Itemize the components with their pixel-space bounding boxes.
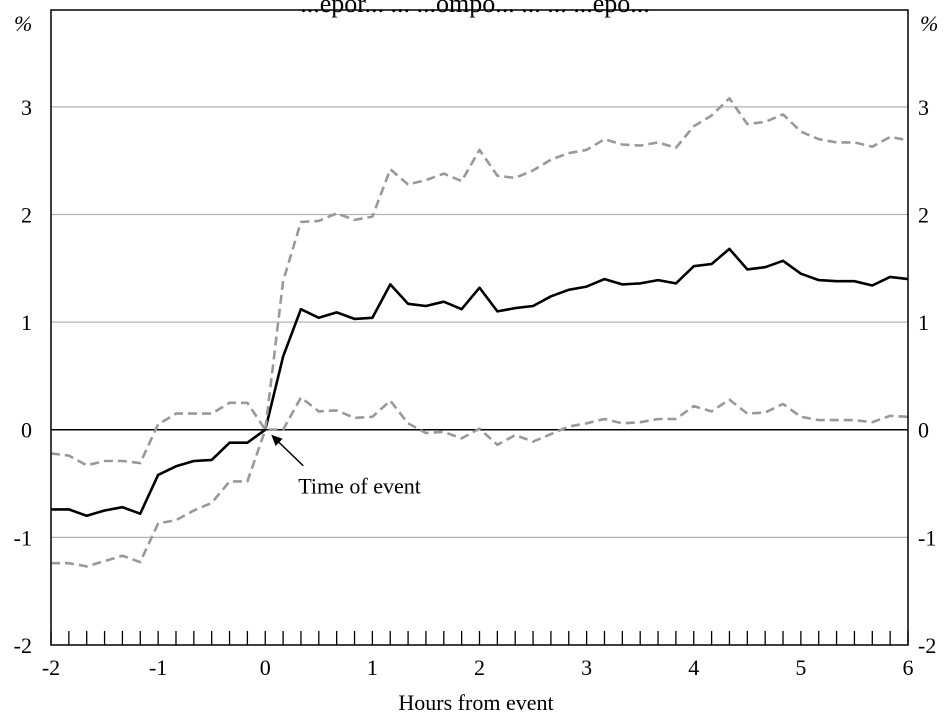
y-tick-label-left: 0 — [21, 418, 32, 443]
y-tick-label-right: 3 — [918, 95, 929, 120]
y-axis-label-right: % — [920, 11, 938, 36]
annotation-arrow — [274, 438, 304, 467]
y-axis-label-left: % — [14, 11, 32, 36]
series-line-band-2 — [51, 97, 909, 568]
x-tick-label: -2 — [42, 655, 60, 680]
x-tick-label: -1 — [149, 655, 167, 680]
series-line-estimate — [51, 247, 909, 518]
x-tick-label: 2 — [474, 655, 485, 680]
data-series — [50, 97, 909, 568]
series-line-band-1 — [50, 396, 909, 467]
y-tick-label-right: 0 — [918, 418, 929, 443]
y-tick-label-left: 2 — [21, 202, 32, 227]
y-tick-label-right: 1 — [918, 310, 929, 335]
chart-title-partial: ...epor... ... ...ompo... ... ... ...epo… — [300, 0, 650, 18]
y-tick-label-right: -1 — [918, 525, 936, 550]
plot-frame — [50, 9, 909, 646]
y-tick-labels-left: -2 -1 0 1 2 3 — [14, 95, 32, 658]
x-tick-label: 6 — [903, 655, 914, 680]
x-tick-label: 1 — [367, 655, 378, 680]
y-tick-label-right: -2 — [918, 633, 936, 658]
y-tick-labels-right: -2 -1 0 1 2 3 — [918, 95, 936, 658]
x-tick-labels: -2 -1 0 1 2 3 4 5 6 — [42, 631, 914, 680]
annotation: Time of event — [271, 434, 421, 499]
gridlines — [51, 106, 908, 538]
x-tick-label: 5 — [795, 655, 806, 680]
y-tick-label-left: 1 — [21, 310, 32, 335]
y-tick-label-left: -1 — [14, 525, 32, 550]
y-tick-label-left: -2 — [14, 633, 32, 658]
x-tick-label: 3 — [581, 655, 592, 680]
y-tick-label-right: 2 — [918, 202, 929, 227]
x-axis-label: Hours from event — [398, 690, 553, 715]
x-tick-label: 0 — [260, 655, 271, 680]
y-tick-label-left: 3 — [21, 95, 32, 120]
annotation-text: Time of event — [298, 474, 421, 499]
annotation-arrowhead — [271, 434, 283, 446]
x-tick-label: 4 — [688, 655, 699, 680]
